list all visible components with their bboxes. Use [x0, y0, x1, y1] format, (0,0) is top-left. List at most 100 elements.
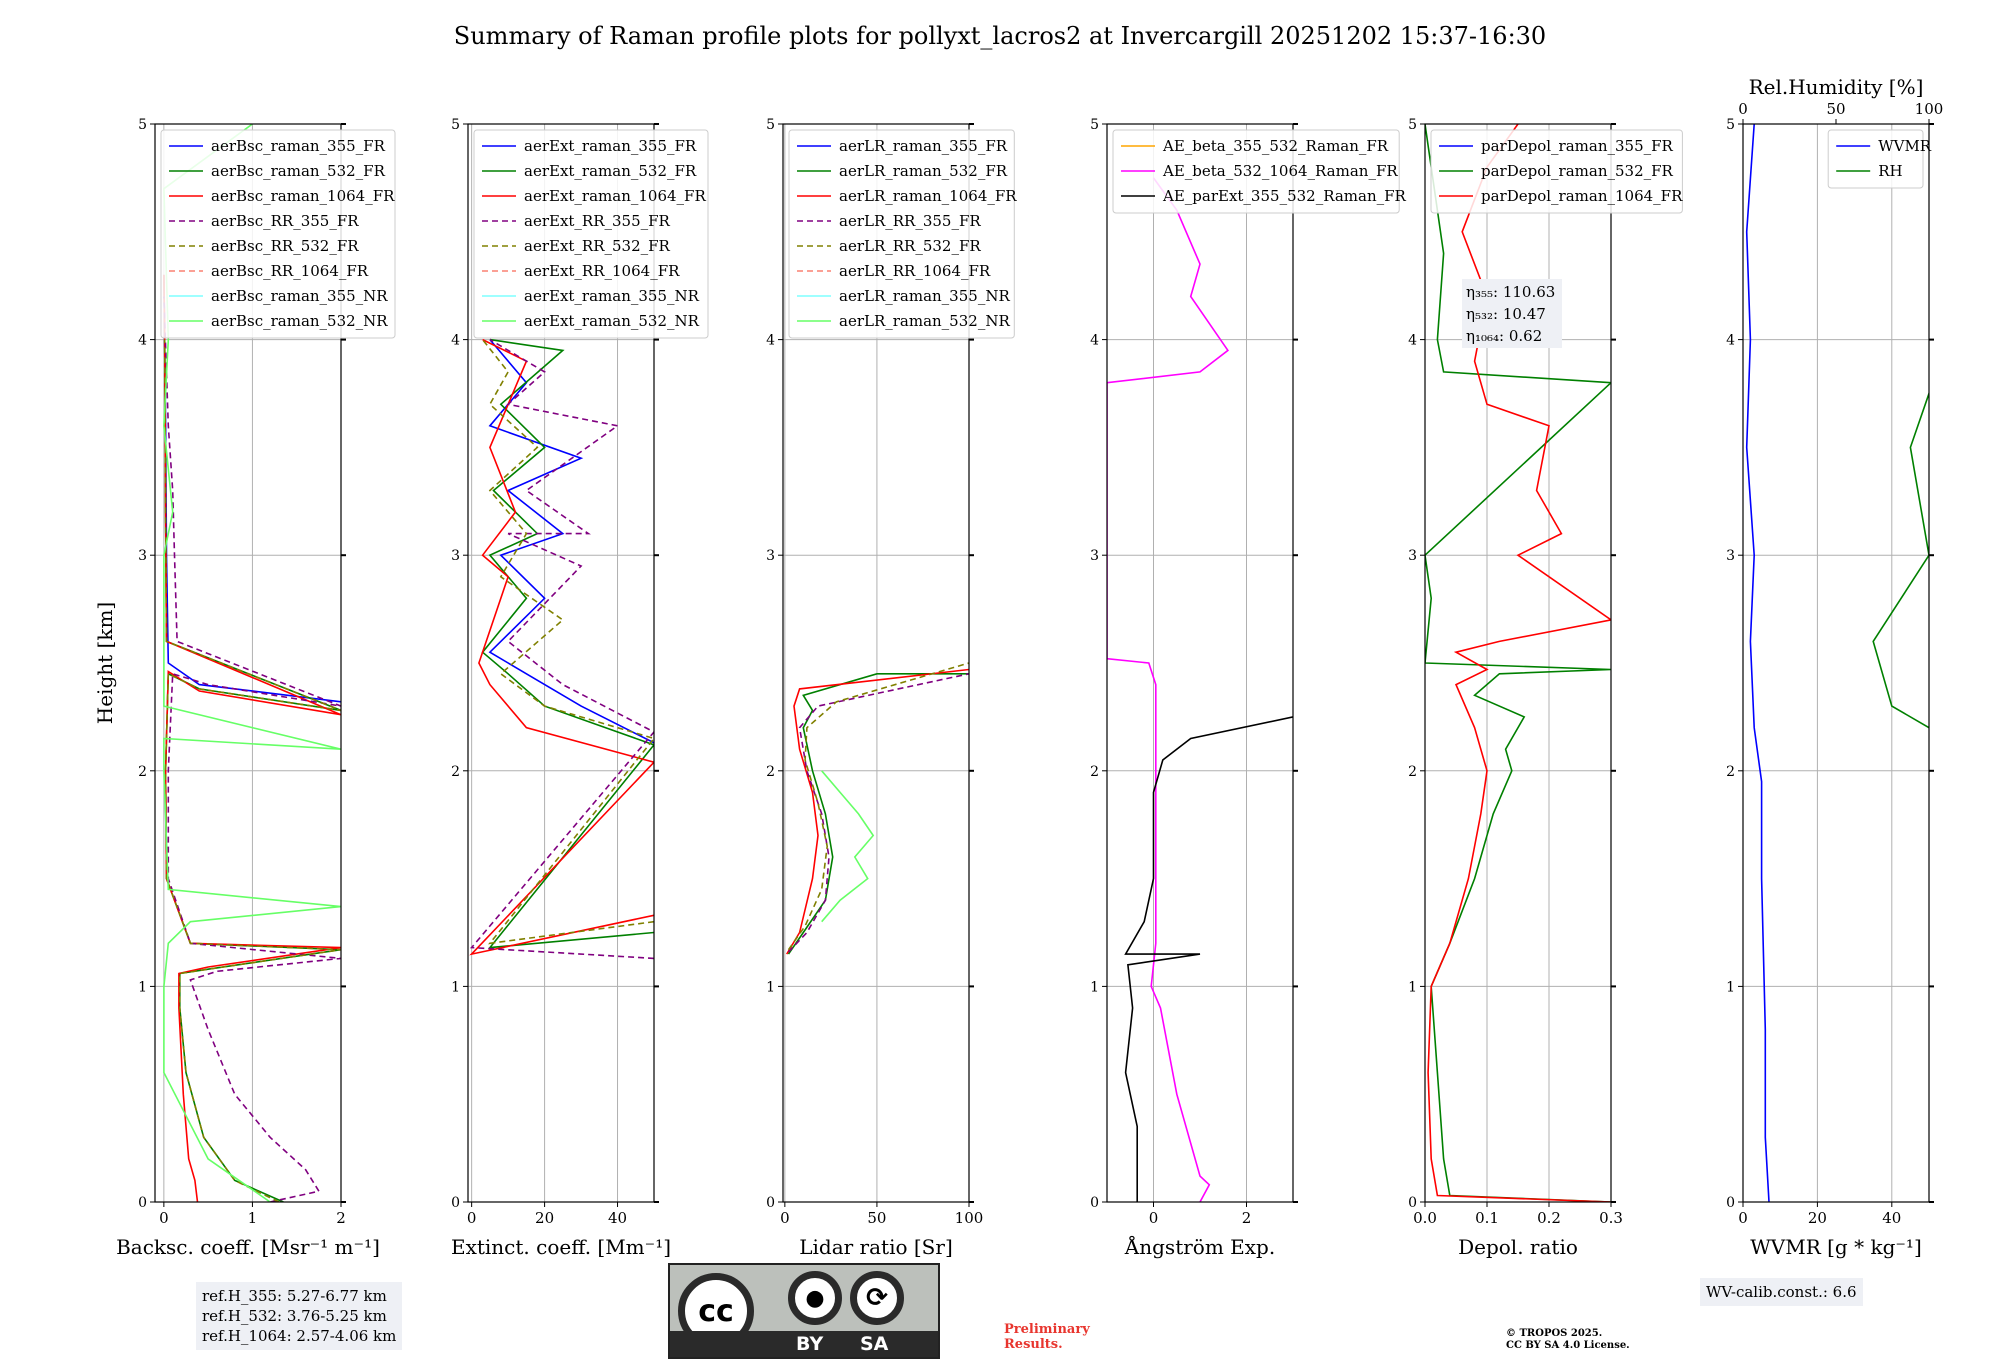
- x-tick-label: 20: [1808, 1209, 1827, 1227]
- axes-frame: [154, 123, 342, 1203]
- series-group: [1745, 124, 1929, 1202]
- x-axis-label: Backsc. coeff. [Msr⁻¹ m⁻¹]: [116, 1235, 380, 1259]
- eta-annotations: η₃₅₅: 110.63 η₅₃₂: 10.47 η₁₀₆₄: 0.62: [1462, 279, 1562, 348]
- x-tick-label: 100: [955, 1209, 984, 1227]
- legend-label: aerLR_RR_1064_FR: [839, 262, 991, 280]
- series-line-parDepol_raman_1064_FR: [1427, 124, 1611, 1202]
- series-group: [1425, 124, 1611, 1202]
- y-tick-label: 2: [1408, 764, 1417, 780]
- series-line-aerExt_RR_532_FR: [481, 339, 654, 945]
- legend-frame: [160, 129, 396, 339]
- y-tick-label: 4: [766, 333, 775, 349]
- legend: WVMR RH: [1827, 129, 1932, 189]
- series-line-aerLR_raman_1064_FR: [786, 668, 969, 955]
- x-tick-label: 1: [248, 1209, 258, 1227]
- y-tick-label: 3: [138, 548, 147, 564]
- legend-label: AE_beta_355_532_Raman_FR: [1162, 137, 1389, 155]
- sa-share-alike-icon: ⟳: [850, 1271, 904, 1325]
- legend-label: aerExt_raman_1064_FR: [524, 187, 706, 205]
- eta-annotation-box: [1462, 279, 1562, 348]
- legend-label: AE_parExt_355_532_Raman_FR: [1162, 187, 1407, 205]
- y-tick-label: 4: [451, 333, 460, 349]
- series-line-aerBsc_RR_355_FR: [163, 296, 341, 1202]
- cc-logo-text: cc: [698, 1293, 734, 1329]
- series-line-aerLR_raman_532_FR: [787, 672, 969, 955]
- y-tick-label: 4: [1726, 333, 1735, 349]
- preliminary-results-note: Preliminary Results.: [1004, 1322, 1090, 1352]
- x-axis-label: Extinct. coeff. [Mm⁻¹]: [451, 1235, 671, 1259]
- y-tick-label: 1: [1090, 979, 1099, 995]
- x-axis-label: Depol. ratio: [1458, 1235, 1578, 1259]
- axes-frame: [782, 123, 970, 1203]
- cc-sa-label: SA: [860, 1333, 889, 1355]
- top-x-tick-label: 50: [1826, 100, 1845, 118]
- series-line-aerBsc_RR_532_FR: [163, 339, 341, 1202]
- legend-label: aerBsc_raman_1064_FR: [211, 187, 395, 205]
- x-tick-label: 2: [1242, 1209, 1252, 1227]
- legend-label: aerBsc_raman_355_NR: [211, 287, 388, 305]
- series-line-aerExt_RR_355_FR: [469, 338, 654, 960]
- legend-label: aerBsc_raman_355_FR: [211, 137, 386, 155]
- legend-frame: [788, 129, 1015, 339]
- y-tick-label: 5: [766, 117, 775, 133]
- legend-label: aerLR_raman_355_FR: [839, 137, 1008, 155]
- x-axis-label: Ångström Exp.: [1124, 1234, 1275, 1259]
- legend-label: aerExt_RR_1064_FR: [524, 262, 680, 280]
- x-tick-label: 0: [1149, 1209, 1159, 1227]
- legend-label: aerBsc_RR_532_FR: [211, 237, 359, 255]
- series-line-aerExt_raman_355_FR: [488, 339, 654, 744]
- axes-frame: [1424, 123, 1612, 1203]
- series-group: [1107, 177, 1293, 1202]
- legend-label: aerExt_raman_355_NR: [524, 287, 700, 305]
- y-tick-label: 1: [138, 979, 147, 995]
- legend: parDepol_raman_355_FR parDepol_raman_532_…: [1430, 129, 1683, 214]
- series-line-aerExt_raman_1064_FR: [469, 338, 654, 956]
- legend-label: WVMR: [1878, 137, 1932, 155]
- y-tick-label: 0: [1090, 1195, 1099, 1211]
- series-group: [469, 338, 654, 960]
- ref-height-532: ref.H_532: 3.76-5.25 km: [202, 1307, 387, 1325]
- cc-bottom-bar: [670, 1331, 938, 1357]
- legend-label: aerBsc_RR_355_FR: [211, 212, 359, 230]
- plot-area: [1107, 124, 1293, 1202]
- y-tick-label: 2: [1726, 764, 1735, 780]
- legend: aerBsc_raman_355_FR aerBsc_raman_532_FRae…: [160, 129, 396, 339]
- ref-height-1064: ref.H_1064: 2.57-4.06 km: [202, 1327, 397, 1345]
- plot-area: [1743, 124, 1929, 1202]
- y-tick-label: 4: [138, 333, 147, 349]
- x-tick-label: 0.2: [1537, 1209, 1561, 1227]
- legend-label: aerLR_raman_355_NR: [839, 287, 1010, 305]
- series-line-AE_beta_532_1064_Raman_FR: [1107, 177, 1229, 1202]
- y-tick-label: 3: [766, 548, 775, 564]
- legend-label: AE_beta_532_1064_Raman_FR: [1162, 162, 1398, 180]
- legend-label: parDepol_raman_355_FR: [1481, 137, 1674, 155]
- y-tick-label: 2: [1090, 764, 1099, 780]
- legend: AE_beta_355_532_Raman_FR AE_beta_532_1064…: [1112, 129, 1407, 214]
- y-tick-label: 3: [451, 548, 460, 564]
- legend-label: parDepol_raman_1064_FR: [1481, 187, 1683, 205]
- x-tick-label: 40: [1882, 1209, 1901, 1227]
- y-axis-label: Height [km]: [93, 602, 117, 724]
- legend-frame: [1827, 129, 1924, 189]
- top-x-axis-label: Rel.Humidity [%]: [1749, 75, 1924, 99]
- y-tick-label: 5: [138, 117, 147, 133]
- legend-label: aerBsc_raman_532_NR: [211, 312, 388, 330]
- legend-label: parDepol_raman_532_FR: [1481, 162, 1674, 180]
- legend: aerLR_raman_355_FR aerLR_raman_532_FR aerL…: [788, 129, 1017, 339]
- legend-label: aerExt_RR_355_FR: [524, 212, 671, 230]
- y-tick-label: 2: [766, 764, 775, 780]
- legend-frame: [473, 129, 709, 339]
- legend-label: aerExt_raman_355_FR: [524, 137, 697, 155]
- legend-frame: [1430, 129, 1683, 214]
- copyright-note: © TROPOS 2025. CC BY SA 4.0 License.: [1506, 1328, 1630, 1351]
- axes-frame: [1106, 123, 1294, 1203]
- series-line-aerLR_RR_355_FR: [787, 673, 969, 953]
- x-tick-label: 0: [159, 1209, 169, 1227]
- legend-label: aerExt_raman_532_NR: [524, 312, 700, 330]
- series-line-aerLR_raman_532_NR: [821, 770, 875, 923]
- series-line-WVMR: [1745, 124, 1770, 1202]
- y-tick-label: 5: [1408, 117, 1417, 133]
- y-tick-label: 5: [1726, 117, 1735, 133]
